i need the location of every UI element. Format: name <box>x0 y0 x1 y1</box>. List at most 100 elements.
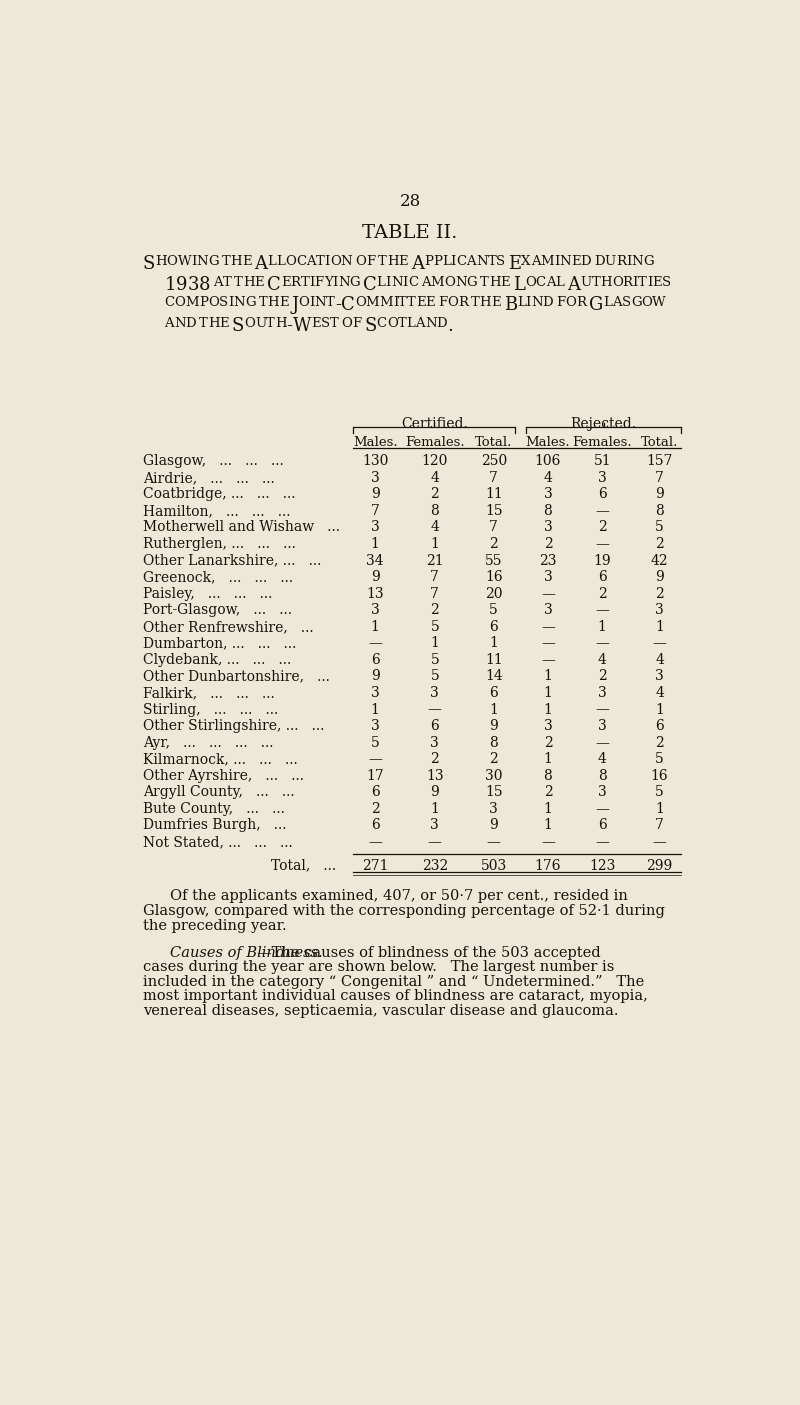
Text: N: N <box>197 254 208 268</box>
Text: Total,   ...: Total, ... <box>271 858 336 873</box>
Text: 8: 8 <box>430 504 439 518</box>
Text: N: N <box>391 275 402 288</box>
Text: H: H <box>155 254 166 268</box>
Text: —: — <box>428 702 442 717</box>
Text: C: C <box>408 275 418 288</box>
Text: 9: 9 <box>430 785 439 799</box>
Text: S: S <box>321 318 330 330</box>
Text: 5: 5 <box>655 520 664 534</box>
Text: 6: 6 <box>370 819 379 833</box>
Text: P: P <box>433 254 442 268</box>
Text: I: I <box>646 275 652 288</box>
Text: D: D <box>542 296 554 309</box>
Text: 4: 4 <box>655 653 664 667</box>
Text: T: T <box>398 296 407 309</box>
Text: Not Stated, ...   ...   ...: Not Stated, ... ... ... <box>142 835 292 849</box>
Text: H: H <box>600 275 612 288</box>
Text: the preceding year.: the preceding year. <box>142 919 286 933</box>
Text: 11: 11 <box>485 488 502 502</box>
Text: 14: 14 <box>485 670 502 683</box>
Text: M: M <box>379 296 393 309</box>
Text: Paisley,   ...   ...   ...: Paisley, ... ... ... <box>142 587 272 601</box>
Text: E: E <box>416 296 426 309</box>
Text: 7: 7 <box>490 471 498 485</box>
Text: C: C <box>296 254 306 268</box>
Text: Total.: Total. <box>475 436 512 448</box>
Text: O: O <box>166 254 178 268</box>
Text: 3: 3 <box>543 520 552 534</box>
Text: N: N <box>314 296 326 309</box>
Text: H: H <box>275 318 286 330</box>
Text: I: I <box>393 296 398 309</box>
Text: N: N <box>559 254 571 268</box>
Text: —: — <box>595 702 609 717</box>
Text: 9: 9 <box>655 570 664 584</box>
Text: 15: 15 <box>485 504 502 518</box>
Text: Total.: Total. <box>641 436 678 448</box>
Text: A: A <box>164 318 174 330</box>
Text: 3: 3 <box>490 802 498 816</box>
Text: L: L <box>442 254 450 268</box>
Text: 503: 503 <box>481 858 507 873</box>
Text: F: F <box>556 296 566 309</box>
Text: 8: 8 <box>598 769 606 783</box>
Text: Greenock,   ...   ...   ...: Greenock, ... ... ... <box>142 570 293 584</box>
Text: 120: 120 <box>422 454 448 468</box>
Text: I: I <box>191 254 197 268</box>
Text: 21: 21 <box>426 554 444 568</box>
Text: 3: 3 <box>430 819 439 833</box>
Text: I: I <box>402 275 408 288</box>
Text: D: D <box>437 318 447 330</box>
Text: 1: 1 <box>543 686 552 700</box>
Text: Motherwell and Wishaw   ...: Motherwell and Wishaw ... <box>142 520 340 534</box>
Text: N: N <box>174 318 186 330</box>
Text: J: J <box>291 296 298 315</box>
Text: T: T <box>638 275 646 288</box>
Text: S: S <box>142 254 155 273</box>
Text: 6: 6 <box>598 488 606 502</box>
Text: —: — <box>368 636 382 651</box>
Text: —: — <box>595 504 609 518</box>
Text: W: W <box>652 296 666 309</box>
Text: W: W <box>178 254 191 268</box>
Text: 13: 13 <box>366 587 384 601</box>
Text: 5: 5 <box>655 752 664 766</box>
Text: A: A <box>530 254 540 268</box>
Text: 9: 9 <box>370 488 379 502</box>
Text: -: - <box>335 296 341 315</box>
Text: L: L <box>517 296 526 309</box>
Text: I: I <box>526 296 531 309</box>
Text: 3: 3 <box>370 471 379 485</box>
Text: R: R <box>616 254 626 268</box>
Text: 3: 3 <box>655 670 664 683</box>
Text: E: E <box>281 275 290 288</box>
Text: 3: 3 <box>598 719 606 733</box>
Text: 2: 2 <box>430 752 439 766</box>
Text: 6: 6 <box>490 620 498 634</box>
Text: Other Dunbartonshire,   ...: Other Dunbartonshire, ... <box>142 670 330 683</box>
Text: F: F <box>353 318 362 330</box>
Text: X: X <box>522 254 530 268</box>
Text: Falkirk,   ...   ...   ...: Falkirk, ... ... ... <box>142 686 274 700</box>
Text: cases during the year are shown below.   The largest number is: cases during the year are shown below. T… <box>142 960 614 974</box>
Text: 2: 2 <box>543 736 552 750</box>
Text: E: E <box>508 254 522 273</box>
Text: 1: 1 <box>655 702 664 717</box>
Text: Rejected.: Rejected. <box>570 416 637 430</box>
Text: E: E <box>398 254 408 268</box>
Text: 271: 271 <box>362 858 388 873</box>
Text: 130: 130 <box>362 454 388 468</box>
Text: 6: 6 <box>430 719 439 733</box>
Text: C: C <box>456 254 466 268</box>
Text: —: — <box>595 603 609 617</box>
Text: 3: 3 <box>370 520 379 534</box>
Text: -: - <box>286 318 293 336</box>
Text: G: G <box>350 275 360 288</box>
Text: 9: 9 <box>490 719 498 733</box>
Text: 250: 250 <box>481 454 507 468</box>
Text: I: I <box>626 254 631 268</box>
Text: E: E <box>242 254 251 268</box>
Text: Causes of Blindness.: Causes of Blindness. <box>170 946 322 960</box>
Text: F: F <box>438 296 447 309</box>
Text: S: S <box>364 318 377 336</box>
